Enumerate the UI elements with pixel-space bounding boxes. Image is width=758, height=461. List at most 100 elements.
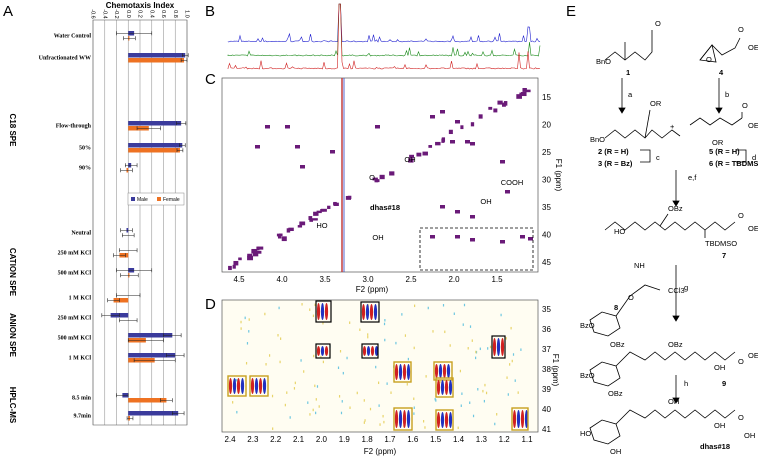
nmr-peak — [288, 227, 294, 232]
x-tick-label: -0.6 — [90, 9, 96, 18]
legend-swatch — [157, 197, 161, 201]
nmr-noise — [434, 397, 436, 401]
highlight-box — [249, 375, 269, 397]
category-label: 500 mM KCl — [58, 335, 92, 341]
nmr-noise — [286, 391, 288, 394]
nmr-peak — [398, 410, 403, 428]
scheme-label: TBDMSO — [705, 239, 737, 248]
nmr-noise — [477, 388, 479, 391]
legend-swatch — [131, 197, 135, 201]
category-label: Unfractionated WW — [39, 55, 91, 61]
molecule-label: OH — [372, 233, 383, 242]
nmr-noise — [316, 385, 319, 388]
y-tick-label: 35 — [542, 305, 551, 314]
panel-label: C — [205, 71, 216, 88]
x-axis-label: F2 (ppm) — [356, 285, 389, 294]
nmr-noise — [384, 319, 386, 322]
nmr-noise — [278, 306, 280, 310]
nmr-peak — [320, 208, 327, 212]
nmr-peak — [470, 122, 475, 127]
nmr-noise — [232, 401, 234, 404]
nmr-noise — [506, 376, 508, 379]
nmr-peak — [257, 246, 264, 250]
x-tick-label: 0.8 — [172, 10, 178, 18]
x-tick-label: 2.0 — [316, 435, 328, 444]
nmr-noise — [479, 347, 481, 351]
error-bar — [101, 313, 120, 318]
nmr-noise — [341, 400, 343, 403]
nmr-peak — [308, 216, 313, 221]
axis-title: Chemotaxis Index — [106, 1, 175, 10]
nmr-noise — [346, 356, 348, 360]
nmr-noise — [342, 371, 344, 375]
nmr-peak — [440, 380, 445, 395]
group-label: ANION SPE — [8, 313, 17, 358]
nmr-noise — [240, 320, 242, 324]
scheme-label: OH — [668, 397, 679, 406]
x-tick-label: -0.4 — [101, 9, 107, 18]
x-tick-label: -0.2 — [113, 9, 119, 18]
nmr-noise — [279, 360, 281, 364]
group-label: CATION SPE — [8, 248, 17, 297]
nmr-peak — [448, 129, 453, 135]
nmr-peak — [281, 236, 287, 242]
molecule-label: O — [369, 173, 375, 182]
plot-frame — [92, 19, 188, 426]
spectrum-trace — [227, 3, 541, 43]
nmr-peak — [440, 205, 445, 209]
nmr-noise — [485, 391, 488, 395]
y-tick-label: 30 — [542, 176, 551, 185]
nmr-peak — [362, 346, 367, 356]
nmr-peak — [375, 125, 380, 129]
nmr-peak — [409, 154, 415, 159]
scheme-label: O — [738, 357, 744, 366]
scheme-label: OH — [714, 363, 725, 372]
nmr-noise — [359, 328, 361, 332]
nmr-peak — [286, 228, 291, 233]
nmr-noise — [487, 347, 489, 350]
nmr-noise — [272, 427, 274, 430]
nmr-peak — [265, 125, 270, 129]
nmr-noise — [309, 308, 311, 311]
scheme-label: OEt — [748, 224, 758, 233]
nmr-peak — [406, 410, 411, 428]
nmr-peak — [232, 264, 236, 269]
nmr-noise — [496, 413, 498, 416]
legend-box — [127, 192, 185, 206]
error-bar — [113, 253, 126, 258]
legend: Male Female — [127, 192, 185, 206]
nmr-peak — [295, 145, 300, 149]
nmr-peak — [285, 125, 290, 129]
error-bar — [120, 228, 133, 233]
nmr-peak — [366, 346, 371, 356]
nmr-noise — [414, 304, 416, 308]
nmr-noise — [483, 399, 485, 403]
x-tick-label: 0.2 — [137, 10, 143, 18]
nmr-noise — [382, 414, 384, 418]
nmr-noise — [245, 361, 248, 365]
nmr-noise — [500, 313, 502, 317]
nmr-noise — [293, 387, 296, 390]
nmr-noise — [494, 422, 496, 426]
group-label: C18 SPE — [8, 114, 17, 148]
highlight-box — [315, 343, 331, 359]
bar — [128, 353, 176, 358]
nmr-noise — [277, 334, 279, 337]
nmr-peak — [455, 120, 460, 124]
x-tick-label: 0.4 — [148, 10, 154, 18]
category-label: 90% — [79, 165, 91, 171]
scheme-label: a — [628, 90, 633, 99]
nmr-peak — [257, 250, 262, 254]
nmr-noise — [315, 411, 317, 415]
nmr-noise — [363, 399, 365, 402]
scheme-arrows — [618, 78, 747, 404]
scheme-label: + — [670, 122, 675, 131]
error-bar — [179, 143, 186, 148]
scheme-label: 9 — [722, 379, 726, 388]
error-bar — [182, 53, 189, 58]
x-tick-label: 2.2 — [270, 435, 282, 444]
nmr-noise — [349, 406, 351, 409]
scheme-label: 7 — [722, 251, 726, 260]
nmr-noise — [395, 341, 397, 345]
scheme-label: BnO — [590, 135, 605, 144]
